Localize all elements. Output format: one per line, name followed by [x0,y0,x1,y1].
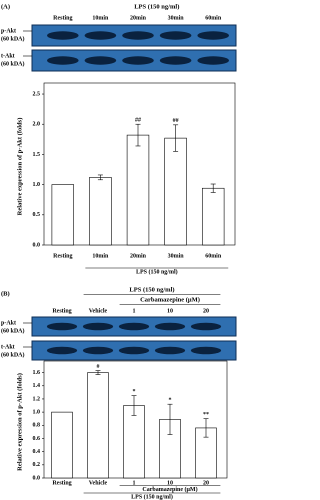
blot-band [190,346,222,355]
y-tick-label: 1.5 [33,152,41,158]
x-tick-label: Resting [52,480,71,486]
error-bar [97,174,103,181]
panel-label: (B) [1,290,10,297]
error-bar [95,370,101,375]
error-bar [210,183,216,193]
error-bar [167,403,173,435]
x-axis-label: LPS (150 ng/ml) [136,268,178,275]
y-tick-label: 0.5 [33,212,41,218]
blot-label: p-Akt [1,28,16,34]
bar [201,187,225,246]
y-tick-label: 0.0 [33,475,41,481]
error-bar [135,123,141,147]
lane-label: 20min [130,15,147,21]
lane-label: Resting [53,15,72,21]
figure: (A) LPS (150 ng/ml) Resting 10min 20min 30min… [1,3,237,500]
x-tick-label: Resting [53,253,72,259]
blot-band [46,322,78,331]
error-bar [131,395,137,416]
bar [87,372,109,479]
bar [51,411,73,479]
significance: ## [173,118,179,124]
lane-label: 60min [205,15,222,21]
blot-band [190,322,222,331]
lane-label: 10min [92,15,109,21]
lane-label: 30min [168,15,185,21]
blot-band [118,322,150,331]
page: {"chart_data":[ {"type":"bar","panel":"(… [1,3,237,500]
x-tick-label: 60min [205,253,222,259]
error-bar [203,418,209,438]
y-tick-label: 0.6 [33,436,41,442]
x-tick-label: Vehicle [89,480,108,486]
lane-label: 1 [133,308,136,314]
y-tick-label: 0.2 [33,462,41,468]
bar [89,177,112,246]
bar [126,134,150,246]
blot-label: (60 kDA) [1,60,25,67]
bar [123,405,145,479]
blot-band [84,56,117,65]
blot-label: t-Akt [1,344,15,350]
y-tick-label: 1.2 [33,396,41,402]
y-axis-label: Relative expression of p-Akt (folds) [16,118,23,216]
blot-header: LPS (150 ng/ml) [129,286,174,293]
x-tick-label: 20min [130,253,147,259]
y-tick-label: 1.4 [33,383,41,389]
y-tick-label: 1.0 [33,182,41,188]
blot-label: (60 kDA) [1,35,25,42]
blot-band [159,56,192,65]
blot-header: Carbamazepine (μM) [140,296,200,303]
x-tick-label: 30min [168,253,185,259]
blot-band [122,31,154,40]
blot-band [122,56,154,65]
blot-band [197,56,229,65]
bar [51,184,75,246]
significance: ## [135,118,141,124]
y-tick-label: 1.0 [33,409,41,415]
x-tick-label: 10 [167,480,173,486]
blot-band [197,31,229,40]
blot-band [47,31,79,40]
panel-label: (A) [1,3,10,10]
lane-label: 10 [167,308,173,314]
lane-label: 20 [203,308,209,314]
blot-band [47,56,79,65]
lane-label: Vehicle [89,308,108,314]
blot-header: LPS (150 ng/ml) [134,3,179,10]
blot-band [118,346,150,355]
blot-band [82,346,114,355]
x-axis-label: LPS (150 ng/ml) [131,493,173,500]
lane-label: Resting [52,308,71,314]
blot-band [84,31,117,40]
blot-band [159,31,192,40]
significance: * [133,389,136,395]
significance: * [169,398,172,404]
bar [164,137,187,246]
blot-label: p-Akt [1,320,16,326]
y-tick-label: 1.6 [33,370,41,376]
y-tick-label: 0.8 [33,423,41,429]
significance: ** [203,412,209,418]
x-tick-label: 20 [203,480,209,486]
blot-band [154,322,186,331]
error-bar [173,124,179,152]
blot-band [154,346,186,355]
y-tick-label: 2.5 [33,91,41,97]
y-axis-label: Relative expression of p-Akt (folds) [16,373,23,471]
y-tick-label: 0.0 [33,242,41,248]
blot-label: (60 kDA) [1,351,25,358]
blot-label: (60 kDA) [1,327,25,334]
y-tick-label: 0.4 [33,449,41,455]
blot-label: t-Akt [1,53,15,59]
x-axis-label: Carbamazepine (μM) [142,486,197,493]
x-tick-label: 10min [92,253,109,259]
blot-band [82,322,114,331]
blot-band [46,346,78,355]
significance: # [97,364,100,370]
x-tick-label: 1 [133,480,136,486]
y-tick-label: 2.0 [33,122,41,128]
